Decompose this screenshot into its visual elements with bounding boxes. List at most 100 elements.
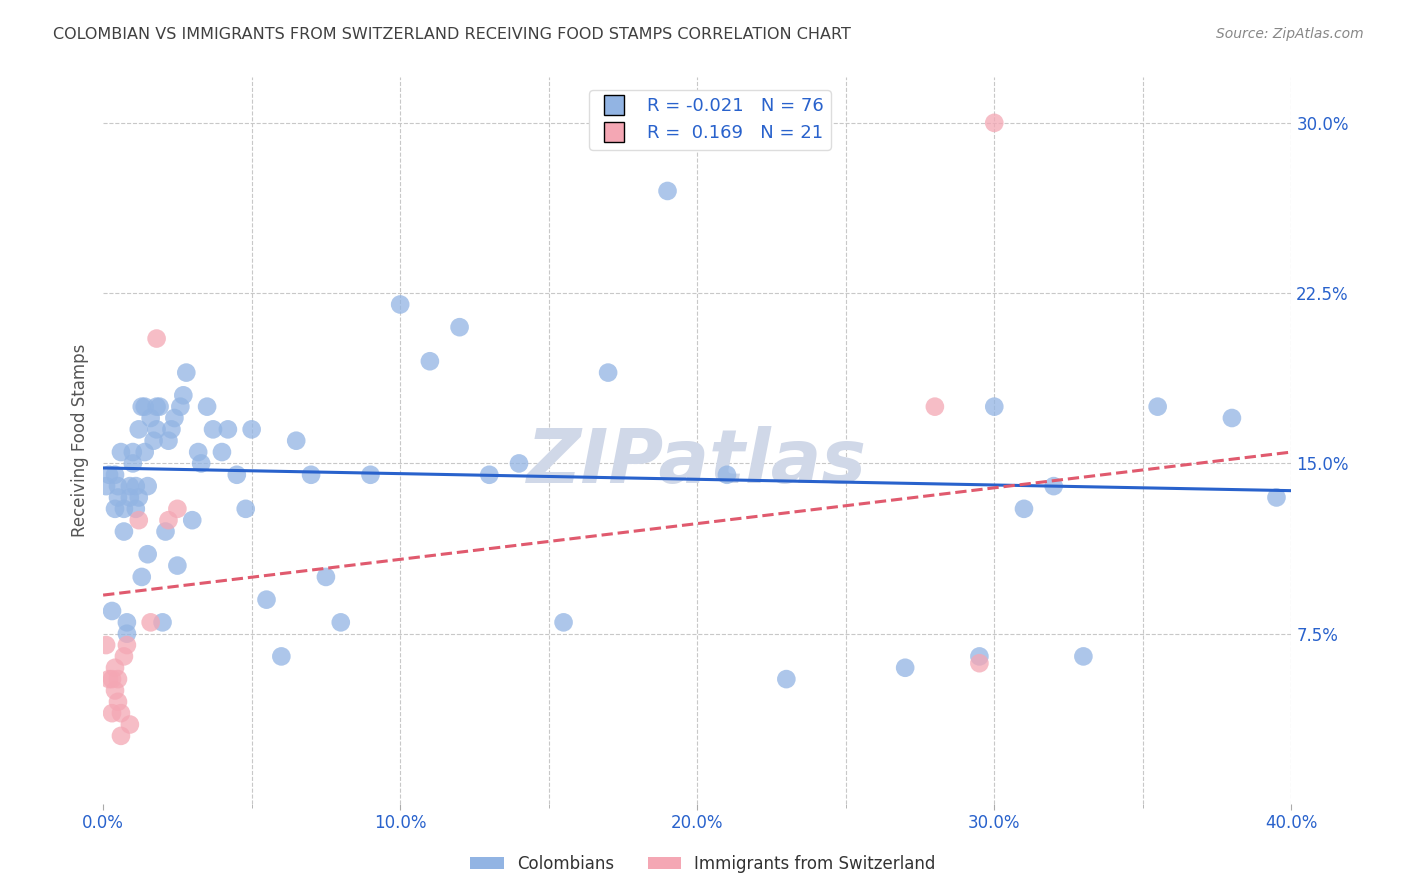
- Point: [160, 422, 183, 436]
- Point: [553, 615, 575, 630]
- Point: [101, 706, 124, 721]
- Point: [195, 400, 218, 414]
- Point: [202, 422, 225, 436]
- Point: [190, 457, 212, 471]
- Point: [1146, 400, 1168, 414]
- Point: [1042, 479, 1064, 493]
- Point: [166, 558, 188, 573]
- Point: [359, 467, 381, 482]
- Point: [145, 422, 167, 436]
- Legend: R = -0.021   N = 76, R =  0.169   N = 21: R = -0.021 N = 76, R = 0.169 N = 21: [589, 90, 831, 150]
- Point: [101, 604, 124, 618]
- Legend: Colombians, Immigrants from Switzerland: Colombians, Immigrants from Switzerland: [464, 848, 942, 880]
- Y-axis label: Receiving Food Stamps: Receiving Food Stamps: [72, 344, 89, 537]
- Point: [389, 297, 412, 311]
- Point: [112, 524, 135, 539]
- Point: [104, 683, 127, 698]
- Point: [1220, 411, 1243, 425]
- Point: [270, 649, 292, 664]
- Point: [983, 116, 1005, 130]
- Point: [115, 638, 138, 652]
- Point: [110, 706, 132, 721]
- Point: [225, 467, 247, 482]
- Point: [136, 547, 159, 561]
- Point: [148, 400, 170, 414]
- Point: [110, 445, 132, 459]
- Point: [107, 479, 129, 493]
- Point: [134, 445, 156, 459]
- Point: [118, 717, 141, 731]
- Point: [657, 184, 679, 198]
- Point: [478, 467, 501, 482]
- Point: [128, 422, 150, 436]
- Point: [169, 400, 191, 414]
- Point: [166, 501, 188, 516]
- Point: [299, 467, 322, 482]
- Point: [775, 672, 797, 686]
- Point: [107, 672, 129, 686]
- Point: [1012, 501, 1035, 516]
- Point: [104, 501, 127, 516]
- Point: [163, 411, 186, 425]
- Point: [115, 626, 138, 640]
- Point: [121, 445, 143, 459]
- Point: [104, 467, 127, 482]
- Point: [211, 445, 233, 459]
- Point: [969, 657, 991, 671]
- Point: [172, 388, 194, 402]
- Point: [107, 491, 129, 505]
- Point: [145, 400, 167, 414]
- Point: [136, 479, 159, 493]
- Point: [112, 501, 135, 516]
- Point: [508, 457, 530, 471]
- Point: [142, 434, 165, 448]
- Point: [894, 661, 917, 675]
- Point: [983, 400, 1005, 414]
- Point: [240, 422, 263, 436]
- Point: [94, 479, 117, 493]
- Point: [139, 615, 162, 630]
- Point: [152, 615, 174, 630]
- Point: [181, 513, 204, 527]
- Point: [256, 592, 278, 607]
- Point: [1073, 649, 1095, 664]
- Point: [131, 400, 153, 414]
- Point: [217, 422, 239, 436]
- Point: [112, 649, 135, 664]
- Point: [157, 434, 180, 448]
- Point: [134, 400, 156, 414]
- Point: [598, 366, 620, 380]
- Point: [110, 729, 132, 743]
- Point: [139, 411, 162, 425]
- Point: [98, 467, 121, 482]
- Point: [101, 672, 124, 686]
- Point: [155, 524, 177, 539]
- Point: [118, 479, 141, 493]
- Point: [449, 320, 471, 334]
- Point: [419, 354, 441, 368]
- Point: [924, 400, 946, 414]
- Point: [235, 501, 257, 516]
- Point: [118, 491, 141, 505]
- Point: [125, 501, 148, 516]
- Point: [104, 661, 127, 675]
- Point: [115, 615, 138, 630]
- Point: [128, 513, 150, 527]
- Point: [329, 615, 352, 630]
- Point: [131, 570, 153, 584]
- Point: [1265, 491, 1288, 505]
- Point: [128, 491, 150, 505]
- Point: [716, 467, 738, 482]
- Point: [145, 332, 167, 346]
- Point: [176, 366, 198, 380]
- Point: [121, 457, 143, 471]
- Point: [157, 513, 180, 527]
- Point: [107, 695, 129, 709]
- Point: [94, 638, 117, 652]
- Point: [187, 445, 209, 459]
- Text: Source: ZipAtlas.com: Source: ZipAtlas.com: [1216, 27, 1364, 41]
- Point: [285, 434, 308, 448]
- Point: [125, 479, 148, 493]
- Point: [315, 570, 337, 584]
- Text: ZIPatlas: ZIPatlas: [527, 426, 868, 499]
